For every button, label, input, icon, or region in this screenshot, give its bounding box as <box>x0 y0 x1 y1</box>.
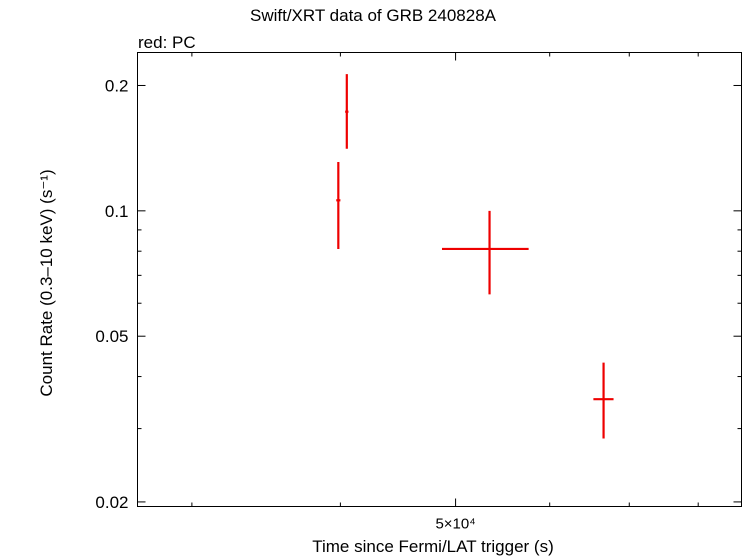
chart-subtitle: red: PC <box>138 33 196 52</box>
plot-frame <box>137 52 742 507</box>
x-tick-label: 5×10⁴ <box>435 516 475 533</box>
axis-tick-labels: 0.02 0.05 0.1 0.2 5×10⁴ <box>95 76 475 532</box>
data-point <box>593 362 614 439</box>
y-tick-label: 0.2 <box>105 76 129 95</box>
data-point <box>345 74 349 149</box>
data-points <box>336 74 614 439</box>
axis-ticks <box>137 52 742 507</box>
chart-title: Swift/XRT data of GRB 240828A <box>249 6 496 25</box>
y-tick-label: 0.02 <box>95 493 128 512</box>
y-axis-label: Count Rate (0.3–10 keV) (s⁻¹) <box>37 169 56 397</box>
data-point <box>336 162 341 249</box>
y-tick-label: 0.05 <box>95 327 128 346</box>
data-point <box>441 210 529 295</box>
x-axis-label: Time since Fermi/LAT trigger (s) <box>312 537 554 556</box>
y-tick-label: 0.1 <box>105 202 129 221</box>
